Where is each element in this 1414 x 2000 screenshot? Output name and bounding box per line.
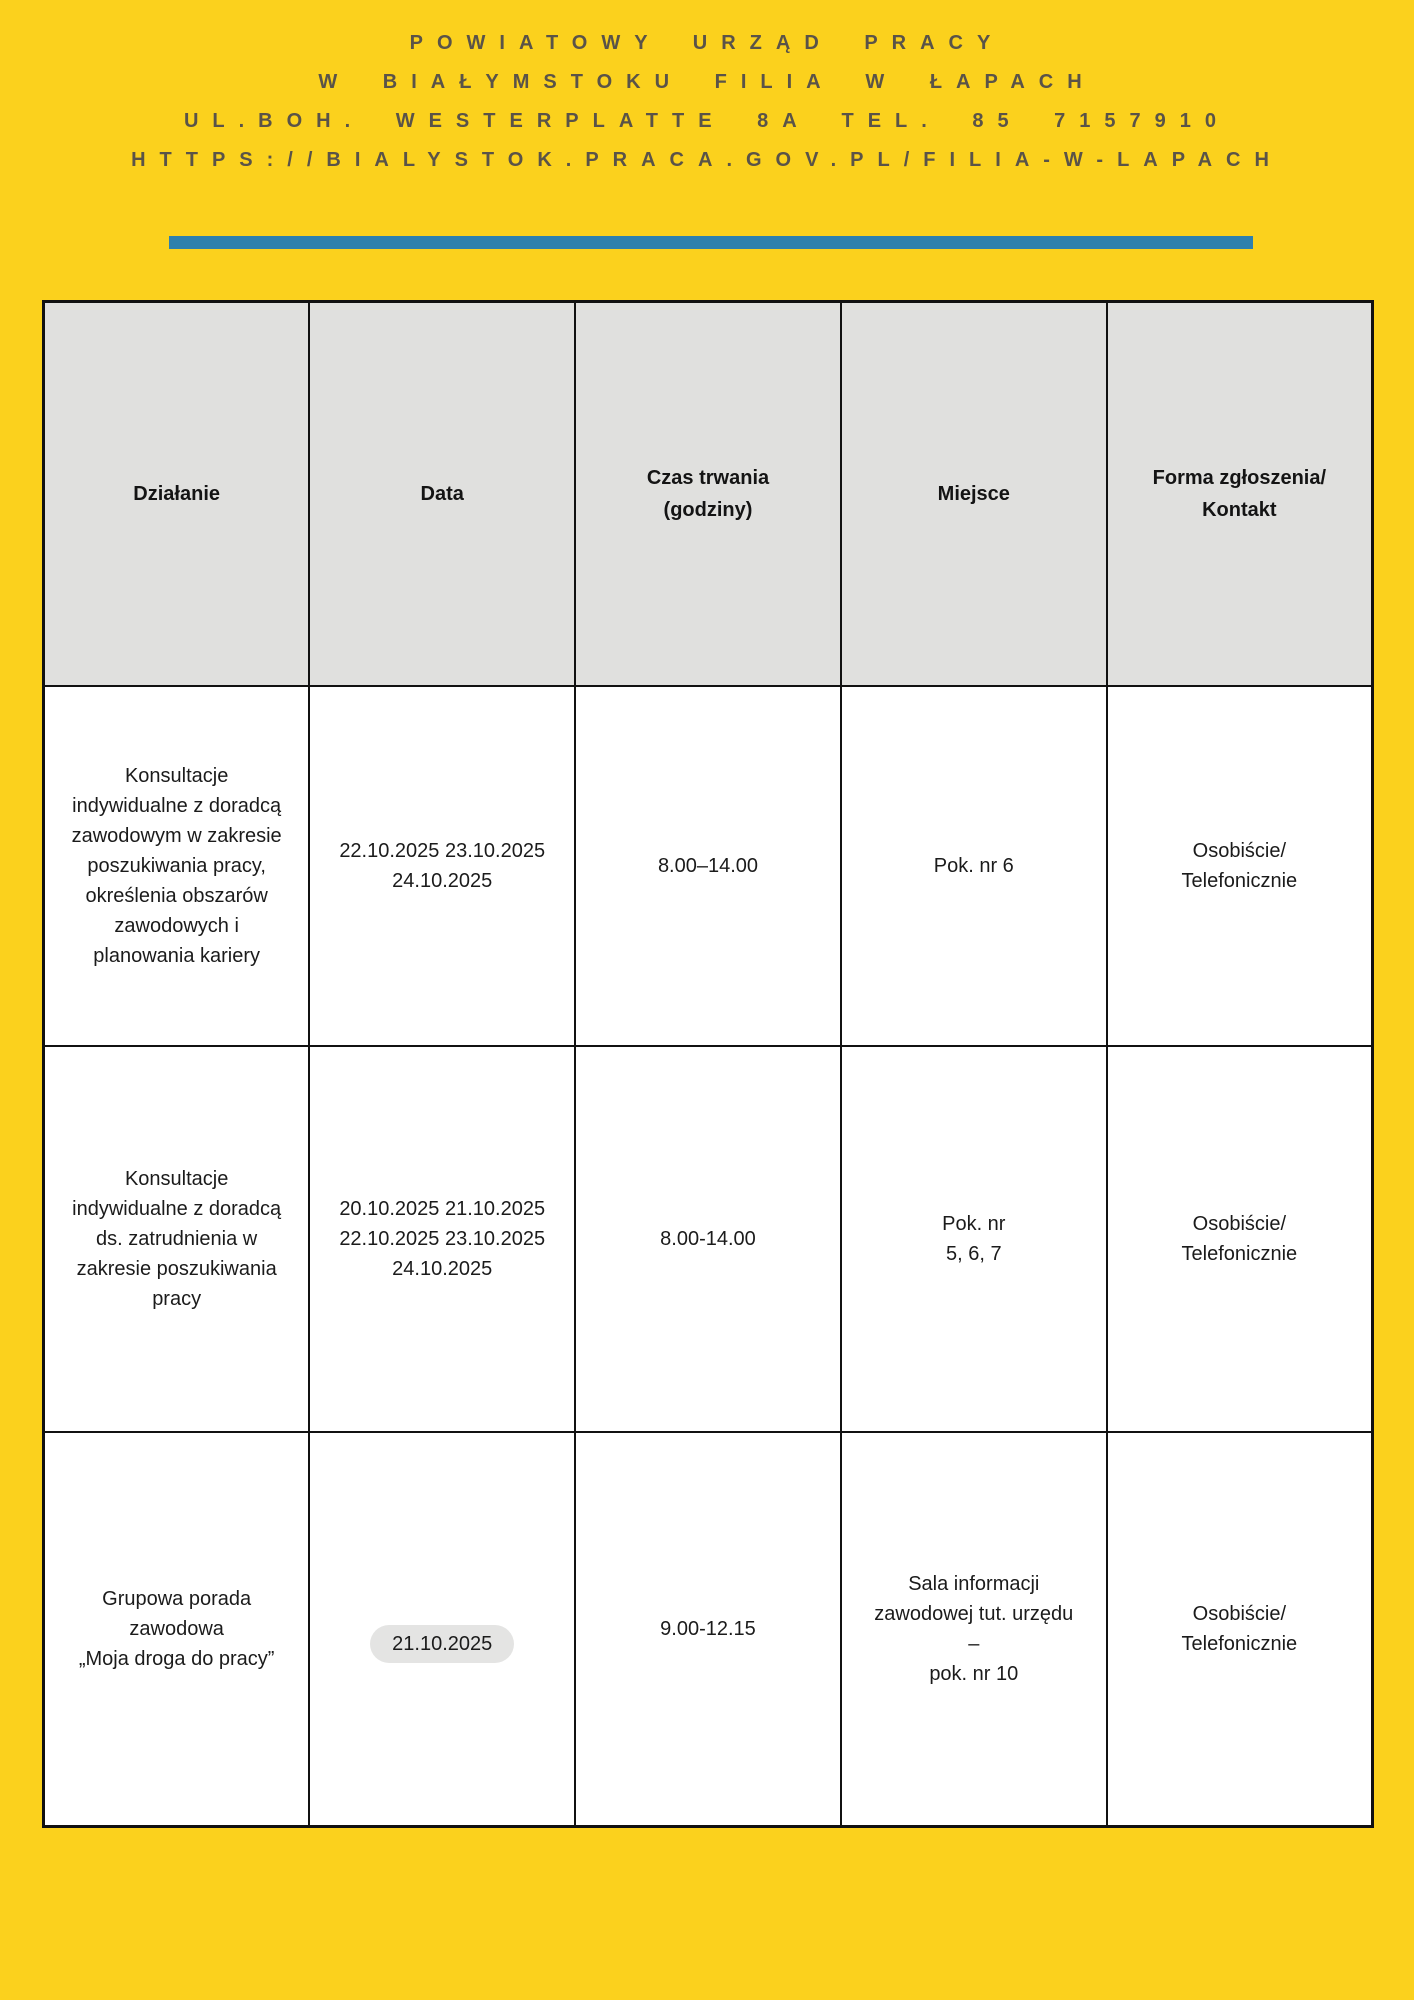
cell-dzialanie: Grupowa porada zawodowa „Moja droga do p…	[42, 1431, 311, 1828]
cell-data: 20.10.2025 21.10.2025 22.10.2025 23.10.2…	[308, 1045, 577, 1433]
letterhead-line-4: HTTPS://BIALYSTOK.PRACA.GOV.PL/FILIA-W-L…	[131, 149, 1283, 171]
header-row: Działanie Data Czas trwania (godziny) Mi…	[42, 300, 1374, 687]
cell-data: 22.10.2025 23.10.2025 24.10.2025	[308, 685, 577, 1047]
schedule-table: Działanie Data Czas trwania (godziny) Mi…	[42, 300, 1374, 1828]
cell-data: 21.10.2025	[308, 1431, 577, 1828]
column-header-data: Data	[308, 300, 577, 687]
highlighted-date-pill: 21.10.2025	[370, 1625, 515, 1663]
cell-miejsce: Pok. nr 6	[839, 685, 1108, 1047]
cell-miejsce: Sala informacji zawodowej tut. urzędu – …	[839, 1431, 1108, 1828]
letterhead-line-2: W BIAŁYMSTOKU FILIA W ŁAPACH	[318, 71, 1096, 93]
letterhead: POWIATOWY URZĄD PRACY W BIAŁYMSTOKU FILI…	[0, 24, 1414, 180]
cell-dzialanie: Konsultacje indywidualne z doradcą ds. z…	[42, 1045, 311, 1433]
table-row: Grupowa porada zawodowa „Moja droga do p…	[42, 1431, 1374, 1828]
column-header-miejsce: Miejsce	[839, 300, 1108, 687]
table-row: Konsultacje indywidualne z doradcą ds. z…	[42, 1045, 1374, 1433]
cell-dzialanie: Konsultacje indywidualne z doradcą zawod…	[42, 685, 311, 1047]
cell-forma: Osobiście/ Telefonicznie	[1105, 1431, 1374, 1828]
column-header-czas-trwania: Czas trwania (godziny)	[574, 300, 842, 687]
table-row: Konsultacje indywidualne z doradcą zawod…	[42, 685, 1374, 1047]
letterhead-line-3: UL.BOH. WESTERPLATTE 8A TEL. 85 7157910	[183, 110, 1231, 132]
cell-forma: Osobiście/ Telefonicznie	[1105, 685, 1374, 1047]
cell-miejsce: Pok. nr 5, 6, 7	[839, 1045, 1108, 1433]
cell-czas: 8.00–14.00	[574, 685, 842, 1047]
accent-divider-bar	[169, 236, 1253, 249]
letterhead-line-1: POWIATOWY URZĄD PRACY	[409, 32, 1005, 54]
cell-forma: Osobiście/ Telefonicznie	[1105, 1045, 1374, 1433]
schedule-table-header: Działanie Data Czas trwania (godziny) Mi…	[42, 300, 1374, 687]
column-header-dzialanie: Działanie	[42, 300, 311, 687]
column-header-forma-kontakt: Forma zgłoszenia/ Kontakt	[1105, 300, 1374, 687]
cell-czas: 8.00-14.00	[574, 1045, 842, 1433]
cell-czas: 9.00-12.15	[574, 1431, 842, 1828]
